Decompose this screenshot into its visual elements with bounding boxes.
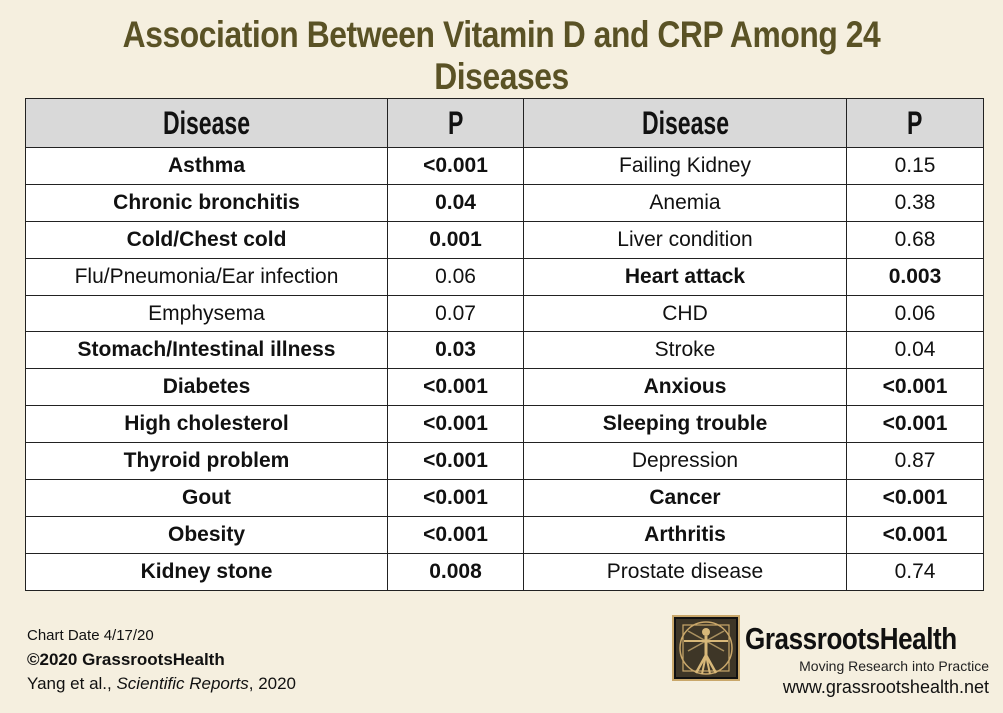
disease-cell-left: Obesity xyxy=(25,515,388,554)
chart-date: Chart Date 4/17/20 xyxy=(27,627,154,644)
table-row: Gout <0.001 Cancer <0.001 xyxy=(25,479,984,517)
table-row: Chronic bronchitis 0.04 Anemia 0.38 xyxy=(25,183,984,222)
disease-cell-right: Heart attack xyxy=(523,257,847,296)
disease-cell-left: Asthma xyxy=(25,147,388,185)
p-value-cell-left: <0.001 xyxy=(387,147,524,185)
p-value-cell-left: 0.06 xyxy=(387,257,524,296)
p-value-cell-right: 0.68 xyxy=(846,220,984,259)
p-value-cell-right: 0.87 xyxy=(846,442,984,481)
brand-website: www.grassrootshealth.net xyxy=(782,677,989,697)
disease-cell-right: CHD xyxy=(523,294,847,333)
table-row: Thyroid problem <0.001 Depression 0.87 xyxy=(25,442,984,481)
p-value-cell-left: <0.001 xyxy=(387,405,524,444)
brand-name: GrassrootsHealth xyxy=(745,621,957,656)
table-row: Emphysema 0.07 CHD 0.06 xyxy=(25,294,984,333)
p-value-cell-right: 0.003 xyxy=(846,257,984,296)
p-value-cell-left: 0.04 xyxy=(387,183,524,222)
column-header-disease-right: Disease xyxy=(523,98,847,148)
disease-cell-right: Liver condition xyxy=(523,220,847,259)
p-value-cell-left: <0.001 xyxy=(387,368,524,407)
column-header-p-left: P xyxy=(387,98,524,148)
citation: Yang et al., Scientific Reports, 2020 xyxy=(27,674,297,693)
disease-cell-right: Cancer xyxy=(523,479,847,517)
p-value-cell-left: 0.03 xyxy=(387,331,524,370)
p-value-cell-left: <0.001 xyxy=(387,442,524,481)
table-header-row: Disease P Disease P xyxy=(25,98,984,148)
disease-cell-left: Kidney stone xyxy=(25,552,388,591)
disease-cell-left: Stomach/Intestinal illness xyxy=(25,331,388,370)
copyright: ©2020 GrassrootsHealth xyxy=(27,650,225,669)
table-row: Obesity <0.001 Arthritis <0.001 xyxy=(25,515,984,554)
disease-cell-left: Emphysema xyxy=(25,294,388,333)
chart-title: Association Between Vitamin D and CRP Am… xyxy=(122,14,881,97)
p-value-cell-left: <0.001 xyxy=(387,479,524,517)
disease-cell-left: Flu/Pneumonia/Ear infection xyxy=(25,257,388,296)
p-value-cell-left: 0.008 xyxy=(387,552,524,591)
table-row: Cold/Chest cold 0.001 Liver condition 0.68 xyxy=(25,220,984,259)
disease-cell-right: Arthritis xyxy=(523,515,847,554)
disease-cell-left: Diabetes xyxy=(25,368,388,407)
p-value-cell-right: 0.04 xyxy=(846,331,984,370)
p-value-cell-right: <0.001 xyxy=(846,405,984,444)
p-value-cell-right: 0.06 xyxy=(846,294,984,333)
table-row: Diabetes <0.001 Anxious <0.001 xyxy=(25,368,984,407)
column-header-p-right: P xyxy=(846,98,984,148)
p-value-cell-right: 0.74 xyxy=(846,552,984,591)
table-row: Kidney stone 0.008 Prostate disease 0.74 xyxy=(25,552,984,591)
table-row: Stomach/Intestinal illness 0.03 Stroke 0.04 xyxy=(25,331,984,370)
disease-p-value-table: Disease P Disease P Asthma <0.001 Failing … xyxy=(25,98,984,591)
column-header-disease-left: Disease xyxy=(25,98,388,148)
p-value-cell-left: <0.001 xyxy=(387,515,524,554)
disease-cell-right: Depression xyxy=(523,442,847,481)
p-value-cell-right: <0.001 xyxy=(846,368,984,407)
p-value-cell-right: <0.001 xyxy=(846,479,984,517)
p-value-cell-left: 0.07 xyxy=(387,294,524,333)
footer-info: Chart Date 4/17/20 ©2020 GrassrootsHealt… xyxy=(27,624,296,696)
table-body: Asthma <0.001 Failing Kidney 0.15 Chronic br… xyxy=(25,147,984,591)
disease-cell-right: Anemia xyxy=(523,183,847,222)
brand-tagline: Moving Research into Practice xyxy=(799,658,989,674)
disease-cell-right: Anxious xyxy=(523,368,847,407)
disease-cell-right: Sleeping trouble xyxy=(523,405,847,444)
p-value-cell-right: 0.38 xyxy=(846,183,984,222)
vitruvian-logo-icon xyxy=(672,615,740,681)
disease-cell-right: Failing Kidney xyxy=(523,147,847,185)
disease-cell-left: Thyroid problem xyxy=(25,442,388,481)
disease-cell-left: Gout xyxy=(25,479,388,517)
table-row: Flu/Pneumonia/Ear infection 0.06 Heart att… xyxy=(25,257,984,296)
disease-cell-left: Cold/Chest cold xyxy=(25,220,388,259)
disease-cell-left: Chronic bronchitis xyxy=(25,183,388,222)
table-row: High cholesterol <0.001 Sleeping trouble <0… xyxy=(25,405,984,444)
p-value-cell-left: 0.001 xyxy=(387,220,524,259)
disease-cell-right: Stroke xyxy=(523,331,847,370)
p-value-cell-right: 0.15 xyxy=(846,147,984,185)
p-value-cell-right: <0.001 xyxy=(846,515,984,554)
disease-cell-left: High cholesterol xyxy=(25,405,388,444)
citation-journal: Scientific Reports xyxy=(116,674,249,693)
disease-cell-right: Prostate disease xyxy=(523,552,847,591)
table-row: Asthma <0.001 Failing Kidney 0.15 xyxy=(25,147,984,185)
